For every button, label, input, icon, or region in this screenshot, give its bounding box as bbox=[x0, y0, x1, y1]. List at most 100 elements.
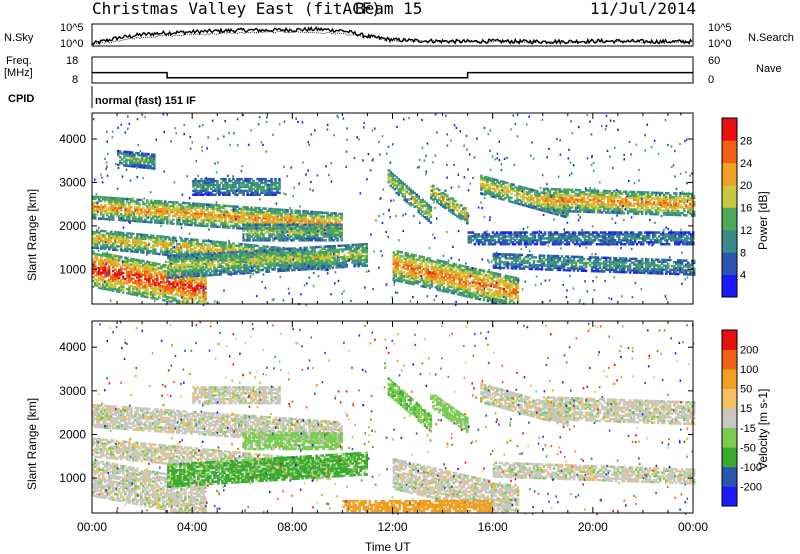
power-cell bbox=[333, 260, 336, 263]
power-cell bbox=[178, 294, 181, 297]
power-cell bbox=[242, 221, 245, 224]
power-cell bbox=[94, 240, 97, 244]
power-cell bbox=[190, 206, 193, 209]
power-cell bbox=[207, 252, 210, 255]
power-cell bbox=[180, 213, 183, 216]
power-cell bbox=[136, 200, 139, 203]
power-cell bbox=[162, 214, 165, 217]
power-cell bbox=[194, 208, 197, 211]
power-cell bbox=[210, 223, 213, 226]
power-cell bbox=[114, 256, 117, 259]
power-cell bbox=[325, 253, 328, 256]
power-cell bbox=[321, 263, 324, 266]
power-cell bbox=[172, 218, 175, 222]
power-cell bbox=[288, 263, 291, 266]
power-cell bbox=[104, 230, 107, 233]
power-cell bbox=[185, 275, 188, 278]
power-cell bbox=[238, 215, 241, 218]
power-cell bbox=[270, 221, 273, 224]
power-cell bbox=[238, 246, 241, 250]
power-cell bbox=[293, 264, 296, 268]
power-cell bbox=[142, 247, 145, 250]
power-cell bbox=[192, 244, 195, 247]
power-cell bbox=[108, 248, 111, 251]
power-cell bbox=[178, 246, 181, 250]
power-cell bbox=[102, 213, 105, 217]
power-cell bbox=[260, 218, 263, 222]
power-cell bbox=[340, 214, 343, 218]
power-cell bbox=[208, 205, 211, 208]
power-cell bbox=[104, 260, 107, 263]
power-cell bbox=[303, 254, 306, 257]
power-cell bbox=[190, 296, 193, 299]
power-cell bbox=[192, 289, 195, 292]
power-cell bbox=[106, 243, 109, 247]
power-cell bbox=[334, 233, 337, 237]
power-cell bbox=[164, 218, 167, 221]
power-cell bbox=[294, 215, 297, 218]
power-cell bbox=[230, 247, 233, 251]
power-cell bbox=[132, 246, 135, 249]
power-cell bbox=[167, 274, 170, 277]
power-cell bbox=[281, 267, 284, 271]
power-cell bbox=[136, 244, 139, 248]
power-cell bbox=[191, 261, 194, 264]
power-cell bbox=[158, 266, 161, 270]
power-cell bbox=[258, 209, 261, 212]
power-cell bbox=[134, 216, 137, 219]
power-cell bbox=[277, 261, 280, 265]
power-cell bbox=[224, 214, 227, 217]
power-cell bbox=[203, 274, 206, 277]
power-cell bbox=[150, 296, 153, 300]
power-cell bbox=[235, 250, 238, 254]
power-cell bbox=[268, 213, 271, 217]
power-cell bbox=[140, 216, 143, 219]
power-cell bbox=[128, 205, 131, 209]
power-cell bbox=[167, 266, 170, 270]
power-cell bbox=[134, 208, 137, 211]
power-cell bbox=[228, 218, 231, 222]
power-cell bbox=[146, 266, 149, 270]
power-cell bbox=[261, 264, 264, 268]
power-cell bbox=[206, 243, 209, 247]
power-cell bbox=[327, 253, 330, 256]
noise-series-nsearch bbox=[91, 30, 691, 45]
power-cell bbox=[196, 282, 199, 285]
power-cell bbox=[136, 218, 139, 221]
power-cell bbox=[325, 266, 328, 270]
power-cell bbox=[108, 196, 111, 200]
power-cell bbox=[168, 208, 171, 212]
power-cell bbox=[114, 248, 117, 252]
power-cell bbox=[316, 220, 319, 224]
power-cell bbox=[247, 255, 250, 259]
power-cell bbox=[96, 259, 99, 262]
power-cell bbox=[196, 206, 199, 210]
power-cell bbox=[210, 217, 213, 220]
power-cell bbox=[234, 244, 237, 247]
power-cell bbox=[224, 208, 227, 212]
power-cell bbox=[126, 276, 129, 279]
power-cell bbox=[190, 217, 193, 221]
power-cell bbox=[297, 264, 300, 268]
power-cell bbox=[138, 276, 141, 280]
power-cell bbox=[246, 217, 249, 221]
power-cell bbox=[340, 212, 343, 216]
power-cell bbox=[94, 254, 97, 258]
power-cell bbox=[322, 219, 325, 222]
power-cell bbox=[130, 292, 133, 296]
power-cell bbox=[246, 243, 249, 247]
power-cell bbox=[191, 267, 194, 270]
power-cell bbox=[278, 212, 281, 215]
power-cell bbox=[296, 250, 299, 253]
power-cell bbox=[202, 298, 205, 302]
power-cell bbox=[187, 273, 190, 276]
power-cell bbox=[168, 282, 171, 285]
power-cell bbox=[321, 265, 324, 268]
power-cell bbox=[190, 204, 193, 207]
power-cell bbox=[268, 229, 271, 232]
power-cell bbox=[220, 212, 223, 215]
power-cell bbox=[194, 291, 197, 294]
power-cell bbox=[260, 213, 263, 216]
power-cell bbox=[140, 279, 143, 282]
power-cell bbox=[110, 275, 113, 278]
